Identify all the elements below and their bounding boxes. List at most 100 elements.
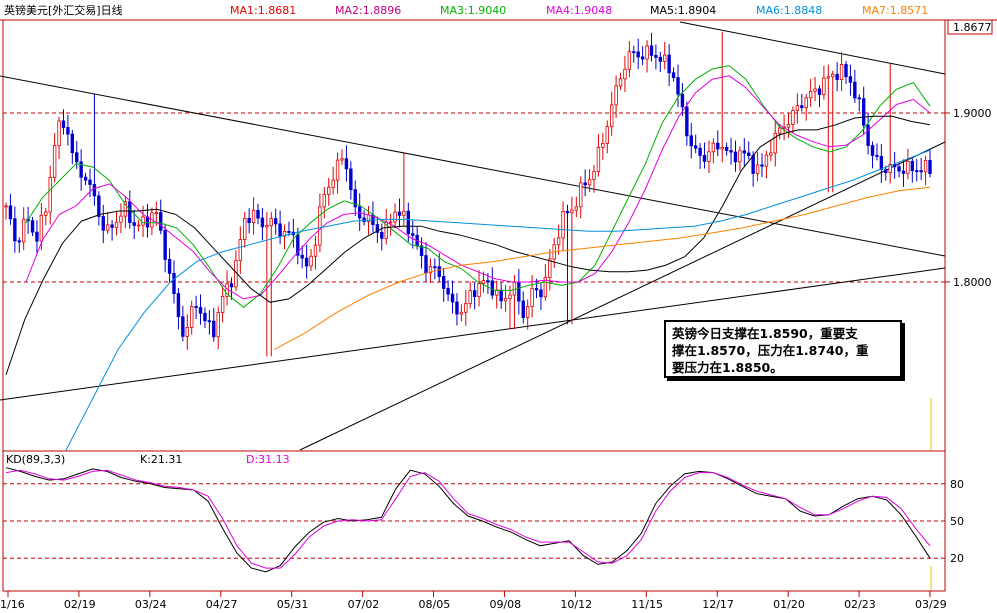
ma-legend-1: MA1:1.8681 xyxy=(230,4,296,17)
ma-legend-5: MA5:1.8904 xyxy=(650,4,716,17)
candle-body xyxy=(397,211,402,216)
candle-body xyxy=(318,206,322,246)
candle-body xyxy=(521,300,525,318)
candle-body xyxy=(4,205,8,208)
candle-body xyxy=(278,223,282,237)
candle-body xyxy=(605,126,609,144)
candle-body xyxy=(928,159,932,174)
candle-body xyxy=(565,211,570,214)
candle-body xyxy=(901,170,906,174)
candle-body xyxy=(247,217,251,224)
candle-body xyxy=(388,221,393,224)
candle-body xyxy=(30,220,35,233)
candle-body xyxy=(335,159,340,181)
kd-line-d xyxy=(5,469,931,569)
candle-body xyxy=(313,244,318,257)
candle-body xyxy=(455,301,459,315)
candle-body xyxy=(786,124,791,128)
candle-body xyxy=(486,280,490,283)
candle-body xyxy=(583,182,587,186)
candle-body xyxy=(322,193,327,208)
candle-body xyxy=(556,237,561,246)
trend-line-2 xyxy=(299,141,946,451)
candle-body xyxy=(243,217,247,240)
candle-body xyxy=(742,150,747,154)
trend-line-0 xyxy=(0,75,946,257)
candle-body xyxy=(826,76,831,79)
x-tick-label-0: 01/16 xyxy=(0,598,25,611)
candle-body xyxy=(853,81,857,99)
candle-body xyxy=(733,151,738,163)
ma-legend-4: MA4:1.9048 xyxy=(546,4,612,17)
candle-body xyxy=(627,51,632,70)
candle-body xyxy=(265,225,269,228)
candle-body xyxy=(132,222,136,226)
candle-body xyxy=(411,233,415,236)
candle-body xyxy=(159,212,163,231)
candle-body xyxy=(561,211,565,239)
candle-body xyxy=(287,231,291,233)
candle-body xyxy=(203,312,207,322)
candle-body xyxy=(747,152,751,156)
candle-body xyxy=(48,177,52,213)
candle-body xyxy=(888,164,892,173)
candle-body xyxy=(738,150,742,163)
kd-tick-label-2: 20 xyxy=(950,552,964,565)
candle-body xyxy=(402,210,406,216)
candle-body xyxy=(167,259,172,274)
kd-title: KD(89,3,3) xyxy=(6,453,65,466)
candle-body xyxy=(198,307,203,314)
candle-body xyxy=(910,160,915,171)
candle-body xyxy=(707,151,711,162)
candle-body xyxy=(21,218,26,243)
candle-body xyxy=(866,124,870,146)
candle-body xyxy=(446,288,450,295)
candle-body xyxy=(844,64,848,78)
candle-body xyxy=(105,224,110,231)
candle-body xyxy=(260,217,265,228)
candle-body xyxy=(698,147,702,156)
candle-body xyxy=(804,97,808,109)
ma-legend: MA1:1.8681 MA2:1.8896 MA3:1.9040 MA4:1.9048… xyxy=(230,4,928,17)
candle-body xyxy=(831,73,835,78)
ma-legend-2: MA2:1.8896 xyxy=(335,4,401,17)
candle-body xyxy=(163,229,167,260)
main-panel-frame xyxy=(2,19,946,452)
note-line-1: 英镑今日支撑在1.8590，重要支 xyxy=(672,326,858,341)
candle-body xyxy=(238,239,243,261)
candle-body xyxy=(663,54,667,62)
candle-body xyxy=(923,159,928,173)
candle-body xyxy=(592,171,596,180)
candle-body xyxy=(437,266,441,277)
candle-body xyxy=(892,164,897,168)
candle-body xyxy=(424,255,428,274)
candle-body xyxy=(530,288,534,307)
x-tick-label-8: 10/12 xyxy=(560,598,592,611)
candle-body xyxy=(649,45,654,56)
candle-body xyxy=(13,218,17,242)
candle-body xyxy=(362,217,366,222)
candle-body xyxy=(543,277,548,298)
x-tick-label-6: 08/05 xyxy=(419,598,451,611)
candle-body xyxy=(251,209,256,224)
candle-body xyxy=(848,76,853,83)
candle-body xyxy=(676,77,680,95)
candle-body xyxy=(499,289,503,302)
candle-body xyxy=(702,154,707,162)
candle-body xyxy=(875,154,879,157)
candle-body xyxy=(720,147,724,150)
ma-legend-6: MA6:1.8848 xyxy=(756,4,822,17)
candle-body xyxy=(609,104,614,128)
candle-body xyxy=(764,154,769,167)
candle-body xyxy=(587,178,592,186)
candle-body xyxy=(822,77,826,95)
candle-body xyxy=(273,218,278,225)
candle-body xyxy=(464,303,468,313)
candle-body xyxy=(300,254,304,259)
candle-body xyxy=(623,68,627,80)
candle-body xyxy=(870,145,875,156)
candle-body xyxy=(658,56,663,62)
x-tick-label-1: 02/19 xyxy=(64,598,96,611)
kd-d-label: D:31.13 xyxy=(246,453,290,466)
candle-body xyxy=(70,133,75,154)
